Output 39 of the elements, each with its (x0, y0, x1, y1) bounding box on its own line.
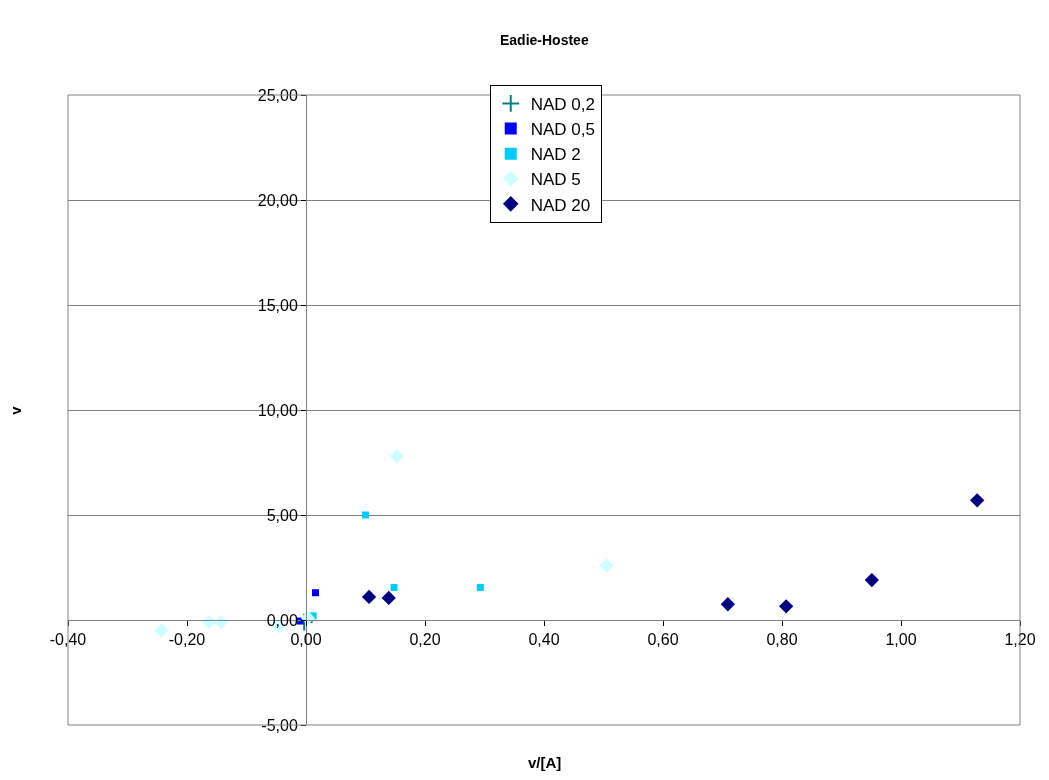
point (362, 511, 369, 519)
point (864, 572, 879, 588)
point (213, 614, 229, 630)
x-tick-label: -0,20 (168, 631, 206, 649)
y-tick-label: 0,00 (266, 611, 298, 629)
legend-label: NAD 2 (530, 145, 581, 165)
point (599, 558, 614, 573)
x-tick-label: 0,00 (290, 631, 322, 649)
legend-label: NAD 5 (530, 170, 581, 190)
point (970, 493, 985, 508)
y-tick-label: 15,00 (257, 296, 298, 314)
chart-title: Eadie-Hostee (500, 32, 589, 48)
x-axis-title: v/[A] (528, 754, 562, 771)
legend-label: NAD 0,5 (530, 120, 595, 140)
point (720, 597, 736, 612)
legend-label: NAD 20 (530, 195, 591, 215)
y-tick-label: 20,00 (257, 191, 298, 209)
point (312, 589, 320, 597)
x-tick-label: 1,00 (885, 631, 917, 649)
x-tick-label: 0,60 (647, 631, 679, 649)
y-tick-label: 5,00 (266, 506, 298, 524)
x-tick-label: 0,40 (528, 631, 560, 649)
y-axis-title: v (6, 405, 24, 415)
point (381, 590, 396, 606)
point (201, 614, 217, 630)
x-tick-label: 1,20 (1004, 631, 1036, 649)
point (390, 583, 398, 591)
point (389, 449, 405, 464)
point (154, 623, 169, 638)
x-tick-label: 0,20 (409, 631, 441, 649)
x-tick-label: 0,80 (766, 631, 798, 649)
x-tick-label: -0,40 (49, 631, 87, 649)
y-tick-label: -5,00 (261, 716, 298, 734)
point (476, 583, 484, 591)
y-tick-label: 10,00 (257, 401, 298, 419)
point (361, 589, 377, 605)
y-tick-label: 25,00 (257, 86, 298, 104)
legend-label: NAD 0,2 (530, 95, 595, 115)
point (779, 599, 794, 614)
